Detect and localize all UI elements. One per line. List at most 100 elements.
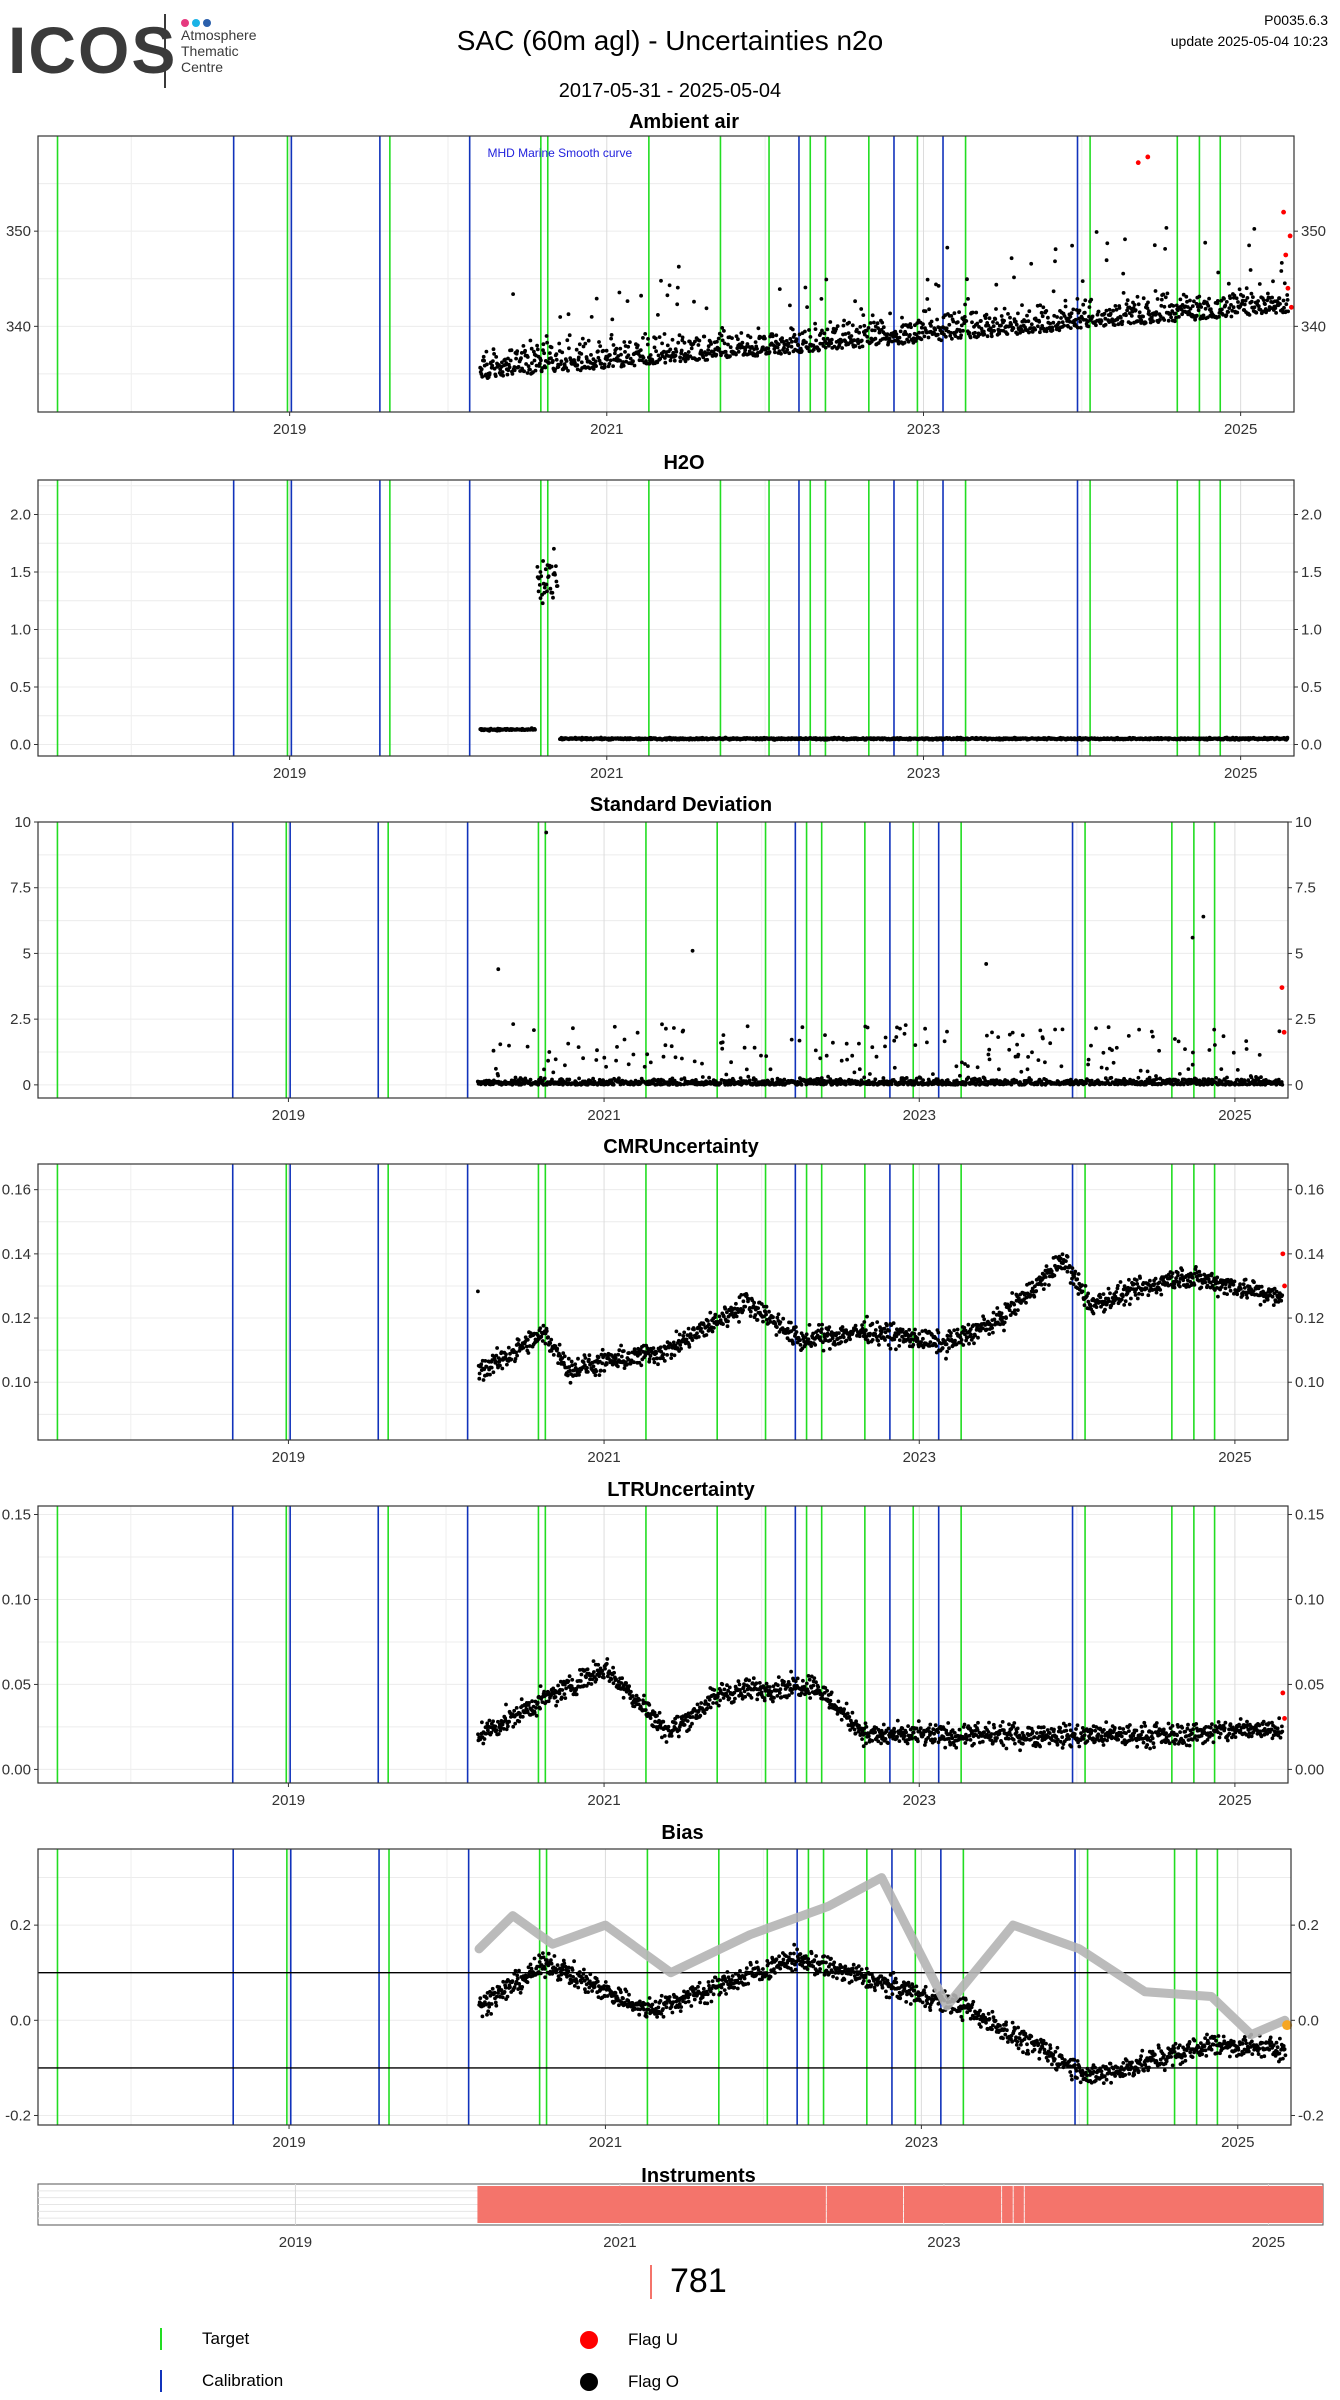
flag-o-point — [1124, 313, 1128, 318]
flag-o-point — [516, 1338, 521, 1342]
flag-o-point — [660, 1022, 664, 1027]
flag-o-point — [925, 297, 930, 301]
flag-o-point — [616, 1352, 621, 1357]
flag-o-point — [767, 1309, 771, 1314]
flag-o-point — [880, 320, 885, 325]
flag-o-point — [1201, 313, 1206, 318]
flag-o-point — [1083, 298, 1088, 303]
flag-o-point — [884, 337, 889, 341]
flag-o-point — [546, 574, 551, 579]
flag-o-point — [571, 1026, 575, 1031]
flag-o-point — [594, 1369, 599, 1374]
flag-o-point — [659, 278, 663, 283]
flag-o-point — [1174, 315, 1178, 320]
flag-o-point — [719, 353, 723, 358]
flag-o-point — [549, 1337, 554, 1342]
flag-o-point — [1026, 319, 1031, 324]
flag-o-point — [921, 322, 925, 327]
flag-o-point — [739, 1293, 744, 1297]
flag-o-point — [1183, 1047, 1187, 1051]
flag-u-point — [1287, 233, 1293, 239]
flag-o-point — [667, 283, 672, 288]
flag-o-point — [492, 352, 496, 356]
flag-o-point — [515, 349, 520, 354]
flag-o-point — [736, 337, 740, 342]
flag-o-point — [599, 361, 604, 366]
flag-o-point — [923, 1026, 927, 1031]
flag-o-point — [949, 314, 954, 318]
flag-o-point — [646, 337, 650, 341]
flag-o-point — [1029, 261, 1034, 266]
flag-o-point — [613, 1356, 618, 1360]
flag-o-point — [721, 1322, 725, 1326]
flag-o-point — [1153, 289, 1158, 293]
flag-o-point — [665, 343, 670, 348]
flag-o-point — [655, 360, 660, 365]
flag-o-point — [1094, 1026, 1098, 1031]
flag-o-point — [1259, 1075, 1263, 1080]
flag-o-point — [1033, 327, 1038, 332]
flag-o-point — [1146, 300, 1150, 305]
y-tick-label-right: 0.5 — [1301, 679, 1322, 696]
flag-o-point — [813, 327, 818, 331]
flag-o-point — [1177, 315, 1181, 319]
flag-o-point — [648, 1060, 653, 1065]
flag-o-point — [535, 565, 540, 569]
flag-o-point — [1178, 297, 1183, 302]
flag-o-point — [776, 342, 781, 347]
flag-o-point — [962, 314, 967, 319]
flag-o-point — [824, 1053, 829, 1058]
flag-o-point — [555, 1346, 560, 1351]
flag-o-point — [506, 368, 511, 373]
flag-o-point — [1114, 307, 1119, 312]
flag-o-point — [822, 331, 827, 336]
flag-o-point — [678, 359, 683, 364]
flag-o-point — [704, 306, 709, 311]
flag-o-point — [593, 1373, 598, 1378]
flag-o-point — [807, 328, 811, 332]
x-tick-label: 2019 — [273, 765, 306, 782]
flag-o-point — [741, 345, 745, 350]
flag-o-point — [1226, 310, 1230, 314]
flag-o-point — [1285, 293, 1290, 297]
flag-o-point — [1285, 298, 1290, 302]
flag-o-point — [579, 352, 584, 356]
flag-o-point — [857, 1067, 862, 1072]
flag-o-point — [828, 320, 833, 324]
flag-o-point — [568, 1368, 572, 1373]
flag-o-point — [720, 326, 725, 330]
flag-o-point — [983, 316, 988, 320]
flag-o-point — [808, 335, 813, 339]
flag-o-point — [966, 297, 970, 301]
flag-o-point — [1235, 310, 1240, 315]
flag-o-point — [1222, 296, 1226, 301]
flag-o-point — [764, 1054, 769, 1058]
flag-o-point — [519, 351, 524, 355]
flag-o-point — [682, 1076, 687, 1081]
flag-o-point — [908, 322, 913, 326]
flag-o-point — [675, 302, 680, 307]
y-tick-label-left: 5 — [23, 945, 31, 962]
flag-o-point — [853, 299, 857, 304]
flag-o-point — [496, 1073, 500, 1078]
flag-o-point — [542, 1067, 546, 1072]
flag-o-point — [549, 564, 554, 569]
flag-o-point — [1247, 313, 1252, 317]
flag-o-point — [904, 332, 909, 336]
flag-o-point — [551, 595, 555, 600]
flag-o-point — [699, 1326, 703, 1331]
x-tick-label: 2023 — [907, 765, 940, 782]
flag-o-point — [1011, 326, 1016, 331]
flag-o-point — [903, 1023, 908, 1027]
flag-o-point — [613, 351, 617, 356]
flag-o-point — [616, 1364, 620, 1369]
flag-o-point — [1280, 1082, 1285, 1087]
flag-o-point — [883, 1044, 887, 1049]
flag-o-point — [632, 1360, 636, 1365]
flag-o-point — [661, 1054, 666, 1059]
flag-o-point — [807, 349, 812, 354]
flag-o-point — [1063, 298, 1068, 303]
flag-o-point — [779, 351, 783, 356]
flag-o-point — [505, 372, 510, 377]
flag-o-point — [753, 1313, 758, 1317]
